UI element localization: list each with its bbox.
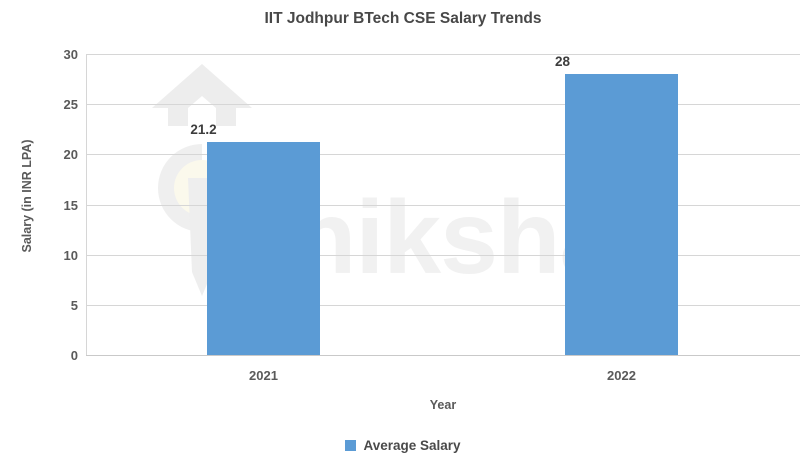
bar-2021[interactable] xyxy=(207,142,320,355)
legend-swatch-icon xyxy=(345,440,357,451)
plot-area xyxy=(86,54,800,355)
bar-2022[interactable] xyxy=(565,74,678,355)
y-axis-title: Salary (in INR LPA) xyxy=(20,139,34,253)
y-axis-line xyxy=(86,54,87,356)
x-tick-2021: 2021 xyxy=(249,368,278,383)
x-axis-line xyxy=(86,355,800,356)
y-tick-20: 20 xyxy=(63,147,78,162)
chart-title: IIT Jodhpur BTech CSE Salary Trends xyxy=(264,10,542,27)
gridline-20 xyxy=(86,154,800,155)
legend: Average Salary xyxy=(0,438,806,453)
bar-value-label-2022: 28 xyxy=(554,54,571,69)
gridline-15 xyxy=(86,205,800,206)
x-axis-title: Year xyxy=(429,398,457,412)
legend-item-label[interactable]: Average Salary xyxy=(363,438,461,453)
y-tick-10: 10 xyxy=(63,248,78,263)
gridline-25 xyxy=(86,104,800,105)
y-tick-25: 25 xyxy=(63,97,78,112)
gridline-5 xyxy=(86,305,800,306)
gridline-30 xyxy=(86,54,800,55)
y-tick-0: 0 xyxy=(70,348,78,363)
bar-value-label-2021: 21.2 xyxy=(190,122,217,137)
gridline-10 xyxy=(86,255,800,256)
x-tick-2022: 2022 xyxy=(607,368,636,383)
y-tick-15: 15 xyxy=(63,198,78,213)
y-tick-5: 5 xyxy=(70,298,78,313)
y-axis-ticks: 30 25 20 15 10 5 0 xyxy=(14,0,78,472)
y-tick-30: 30 xyxy=(63,47,78,62)
